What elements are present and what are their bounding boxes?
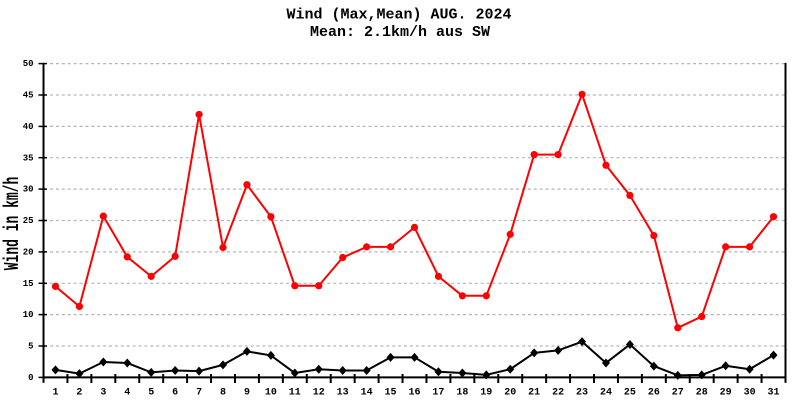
svg-text:25: 25 [23, 216, 34, 226]
svg-text:9: 9 [244, 388, 250, 399]
svg-text:35: 35 [23, 153, 34, 163]
svg-text:16: 16 [408, 388, 420, 399]
svg-text:29: 29 [720, 388, 732, 399]
svg-text:30: 30 [744, 388, 756, 399]
svg-text:6: 6 [172, 388, 178, 399]
svg-text:27: 27 [672, 388, 684, 399]
svg-text:13: 13 [337, 388, 349, 399]
svg-text:24: 24 [600, 388, 612, 399]
svg-text:10: 10 [23, 310, 34, 320]
svg-text:0: 0 [28, 373, 33, 383]
svg-text:23: 23 [576, 388, 588, 399]
svg-text:28: 28 [696, 388, 708, 399]
svg-text:14: 14 [361, 388, 373, 399]
svg-text:20: 20 [504, 388, 516, 399]
svg-text:4: 4 [124, 388, 130, 399]
svg-text:25: 25 [624, 388, 636, 399]
svg-text:22: 22 [552, 388, 564, 399]
svg-text:17: 17 [432, 388, 444, 399]
svg-text:12: 12 [313, 388, 325, 399]
svg-text:15: 15 [385, 388, 397, 399]
svg-text:21: 21 [528, 388, 540, 399]
svg-text:50: 50 [23, 59, 34, 69]
svg-text:20: 20 [23, 248, 34, 258]
svg-text:19: 19 [480, 388, 492, 399]
svg-text:10: 10 [265, 388, 277, 399]
svg-text:11: 11 [289, 388, 301, 399]
svg-text:45: 45 [23, 91, 34, 101]
svg-text:5: 5 [28, 342, 33, 352]
svg-text:7: 7 [196, 388, 202, 399]
svg-text:Mean: 2.1km/h aus SW: Mean: 2.1km/h aus SW [310, 24, 490, 41]
svg-text:40: 40 [23, 122, 34, 132]
svg-text:1: 1 [52, 388, 58, 399]
svg-text:30: 30 [23, 185, 34, 195]
svg-text:Wind (Max,Mean) AUG. 2024: Wind (Max,Mean) AUG. 2024 [286, 6, 511, 23]
svg-text:26: 26 [648, 388, 660, 399]
svg-text:31: 31 [768, 388, 780, 399]
svg-text:5: 5 [148, 388, 154, 399]
svg-text:Wind in km/h: Wind in km/h [2, 177, 25, 271]
svg-text:8: 8 [220, 388, 226, 399]
svg-text:2: 2 [76, 388, 82, 399]
svg-text:18: 18 [456, 388, 468, 399]
svg-text:15: 15 [23, 279, 34, 289]
svg-text:3: 3 [100, 388, 106, 399]
